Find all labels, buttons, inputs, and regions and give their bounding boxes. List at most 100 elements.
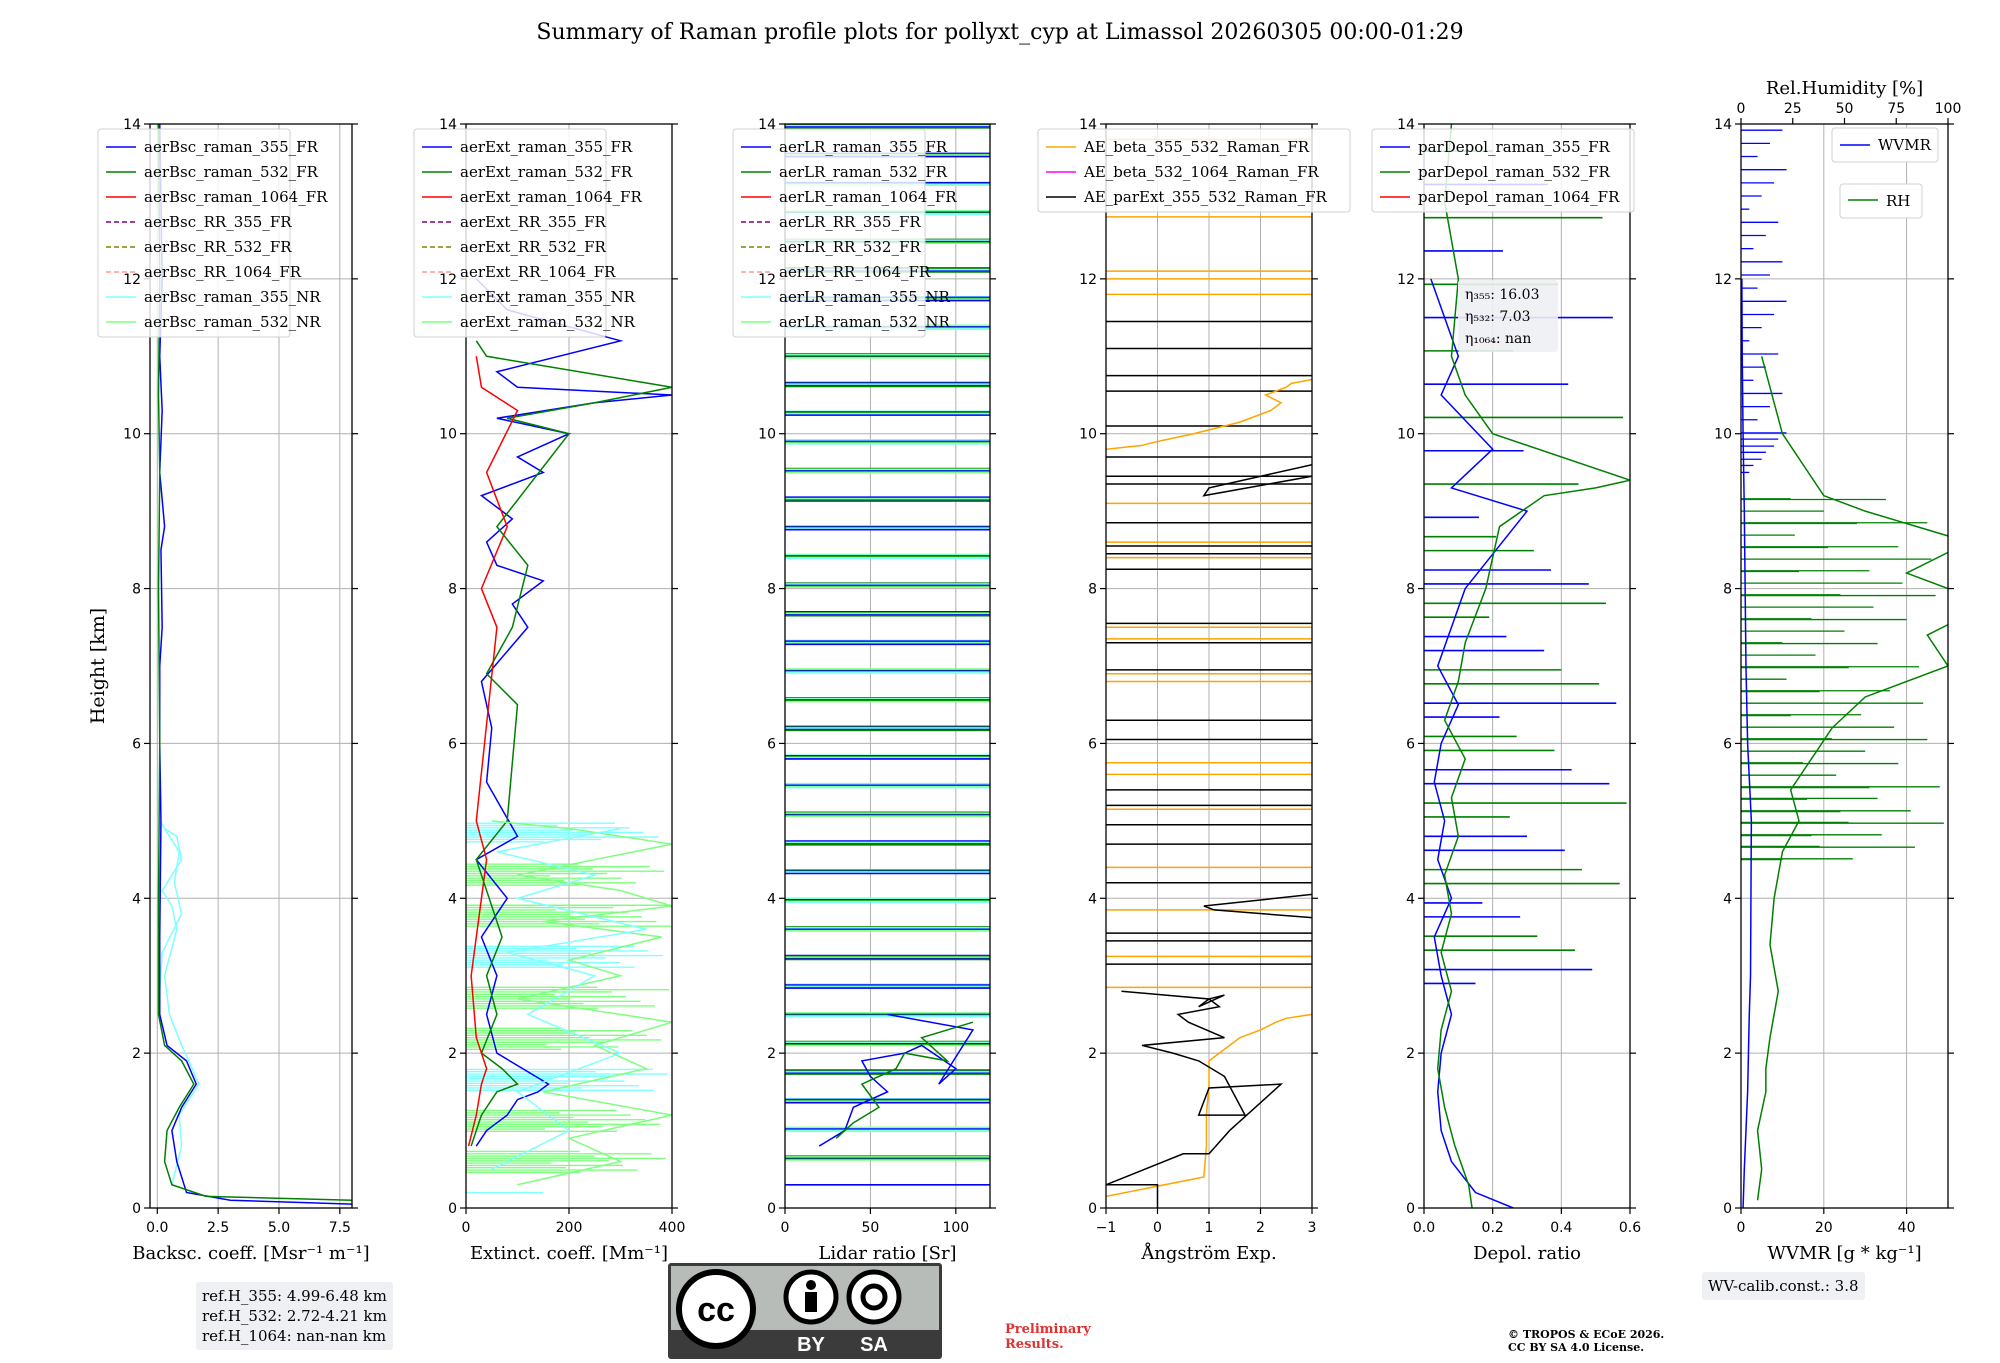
- y-tick-label: 12: [123, 272, 141, 288]
- wv-calibration-box: WV-calib.const.: 3.8: [1702, 1272, 1865, 1300]
- series-line-aerBsc_raman_355_FR: [158, 124, 352, 1205]
- y-tick-label: 2: [1406, 1046, 1415, 1062]
- x-tick-label: 0: [781, 1220, 790, 1236]
- x-tick-label: 3: [1308, 1220, 1317, 1236]
- series-line-AE_parExt_355_532_Raman_FR_top: [1202, 463, 1312, 497]
- y-tick-label: 14: [1079, 117, 1097, 133]
- series-group: [1106, 138, 1312, 1208]
- legend-label: aerExt_RR_355_FR: [460, 213, 607, 231]
- y-tick-label: 2: [767, 1046, 776, 1062]
- series-line-WVMR: [1741, 278, 1753, 1208]
- cc-by-label: BY: [797, 1334, 825, 1356]
- legend-label: aerExt_raman_355_NR: [460, 288, 636, 306]
- legend-label-rh: RH: [1886, 192, 1910, 210]
- y-tick-label: 10: [1714, 427, 1732, 443]
- x-tick-label: 0.4: [1550, 1220, 1572, 1236]
- panel-p2: [413, 123, 678, 1214]
- y-tick-label: 8: [1406, 582, 1415, 598]
- ref-height-532: ref.H_532: 2.72-4.21 km: [202, 1307, 387, 1325]
- top-x-tick-label: 100: [1935, 101, 1962, 117]
- series-line-aerExt_raman_355_FR: [475, 278, 672, 1147]
- series-line-aerLR_raman_532_FR: [835, 1021, 974, 1139]
- y-tick-label: 0: [448, 1201, 457, 1217]
- axes-frame: [1740, 123, 1949, 1209]
- legend-box-wvmr: [1831, 127, 1939, 163]
- y-tick-label: 6: [1723, 736, 1732, 752]
- x-tick-label: 200: [556, 1220, 583, 1236]
- y-tick-label: 14: [1397, 117, 1415, 133]
- legend-label: parDepol_raman_355_FR: [1418, 138, 1611, 156]
- x-tick-label: 40: [1898, 1220, 1916, 1236]
- top-x-tick-label: 25: [1784, 101, 1802, 117]
- legend-box: [413, 128, 607, 338]
- legend-label: parDepol_raman_532_FR: [1418, 163, 1611, 181]
- y-tick-label: 6: [448, 736, 457, 752]
- x-tick-label: 1: [1205, 1220, 1214, 1236]
- y-tick-label: 12: [1397, 272, 1415, 288]
- y-tick-label: 14: [758, 117, 776, 133]
- x-tick-label: 2: [1256, 1220, 1265, 1236]
- y-tick-label: 8: [1088, 582, 1097, 598]
- series-group: [157, 124, 352, 1205]
- x-tick-label: 7.5: [329, 1220, 351, 1236]
- x-axis-label: Ångström Exp.: [1140, 1242, 1276, 1264]
- series-line-AE_beta_355_532_Raman_FR: [1106, 1013, 1312, 1198]
- y-tick-label: 0: [1406, 1201, 1415, 1217]
- x-axis-label: WVMR [g * kg⁻¹]: [1767, 1243, 1921, 1264]
- y-tick-label: 10: [758, 427, 776, 443]
- axes-frame: [149, 123, 353, 1209]
- legend-label: parDepol_raman_1064_FR: [1418, 188, 1620, 206]
- x-tick-label: 400: [659, 1220, 686, 1236]
- wv-calib-const: WV-calib.const.: 3.8: [1708, 1277, 1859, 1295]
- legend-label: aerLR_RR_1064_FR: [779, 263, 931, 281]
- y-tick-label: 6: [1088, 736, 1097, 752]
- legend-label: aerLR_raman_532_FR: [779, 163, 948, 181]
- panel-p6: [1735, 118, 1954, 1214]
- legend-label: aerExt_raman_1064_FR: [460, 188, 642, 206]
- series-line-AE_parExt_355_532_Raman_FR: [1106, 990, 1284, 1208]
- series-line-AE_parExt_355_532_Raman_FR_mid: [1203, 893, 1312, 919]
- cc-sa-label: SA: [860, 1334, 888, 1356]
- axes-frame: [784, 123, 991, 1209]
- series-group: [466, 278, 672, 1194]
- legend-label: aerLR_RR_532_FR: [779, 238, 921, 256]
- x-axis-label: Depol. ratio: [1473, 1243, 1581, 1264]
- panel-p4: [1037, 123, 1351, 1214]
- x-tick-label: 20: [1815, 1220, 1833, 1236]
- series-group: [1741, 129, 1948, 1208]
- series-line-aerExt_raman_532_NR: [491, 820, 672, 1186]
- legend-label: aerBsc_raman_532_NR: [144, 313, 321, 331]
- legend-label: aerBsc_RR_532_FR: [144, 238, 292, 256]
- legend-box: [732, 128, 926, 338]
- y-tick-label: 12: [758, 272, 776, 288]
- preliminary-line-2: Results.: [1005, 1337, 1064, 1352]
- series-line-aerExt_raman_532_FR: [470, 340, 672, 1147]
- y-tick-label: 8: [767, 582, 776, 598]
- top-x-tick-label: 75: [1887, 101, 1905, 117]
- y-tick-label: 8: [132, 582, 141, 598]
- y-tick-label: 10: [1079, 427, 1097, 443]
- cc-by-sa-icon: cc BY SA: [671, 1266, 939, 1356]
- legend-label: aerBsc_raman_355_NR: [144, 288, 321, 306]
- x-tick-label: 100: [942, 1220, 969, 1236]
- y-tick-label: 6: [1406, 736, 1415, 752]
- legend-label: aerExt_raman_532_NR: [460, 313, 636, 331]
- y-tick-label: 14: [439, 117, 457, 133]
- ref-height-355: ref.H_355: 4.99-6.48 km: [202, 1287, 387, 1305]
- legend-label: aerBsc_RR_1064_FR: [144, 263, 302, 281]
- series-line-aerBsc_raman_355_NR: [158, 820, 200, 1185]
- y-tick-label: 2: [1088, 1046, 1097, 1062]
- x-tick-label: 5.0: [268, 1220, 290, 1236]
- y-tick-label: 6: [132, 736, 141, 752]
- y-tick-label: 0: [767, 1201, 776, 1217]
- series-line-parDepol_raman_355_FR: [1430, 278, 1529, 1208]
- top-x-tick-label: 50: [1836, 101, 1854, 117]
- x-axis-label: Lidar ratio [Sr]: [818, 1243, 956, 1264]
- cc-logo-text: cc: [697, 1291, 735, 1329]
- legend-label: aerLR_raman_1064_FR: [779, 188, 957, 206]
- x-tick-label: 50: [862, 1220, 880, 1236]
- legend-box: [97, 128, 291, 338]
- y-tick-label: 2: [1723, 1046, 1732, 1062]
- y-tick-label: 4: [767, 891, 776, 907]
